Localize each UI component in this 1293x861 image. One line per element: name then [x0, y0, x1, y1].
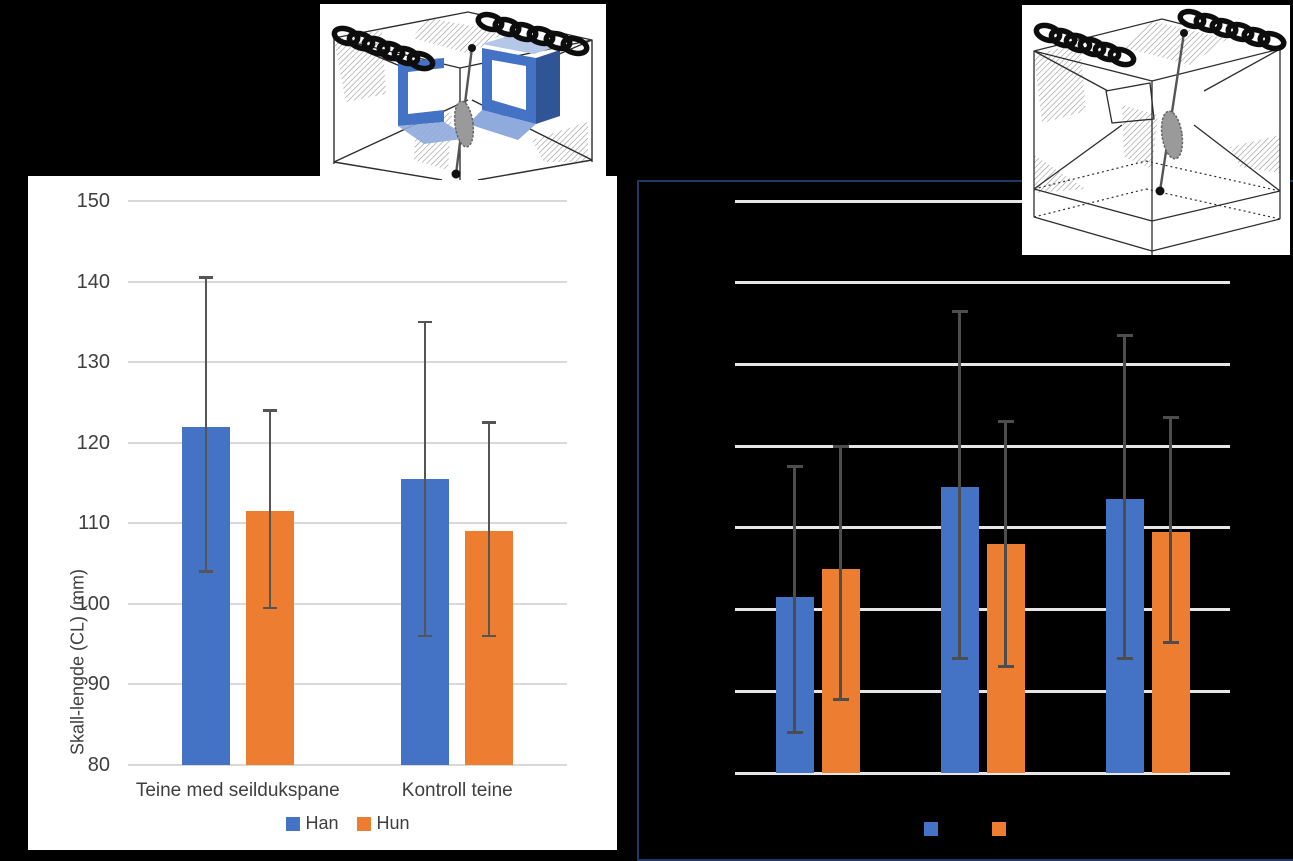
error-bar-cap	[786, 730, 803, 734]
right-chart-plot	[639, 182, 1293, 859]
error-bar-cap	[1116, 657, 1133, 661]
error-bar-cap	[997, 420, 1014, 424]
error-bar-cap	[832, 444, 849, 448]
gridline	[128, 764, 567, 766]
y-tick-label: 80	[87, 754, 110, 776]
error-bar-line	[958, 311, 961, 659]
gridline	[735, 526, 1230, 530]
error-bar-cap	[482, 421, 497, 424]
gridline	[128, 602, 567, 605]
legend-item-Han: Han	[285, 813, 339, 834]
error-bar-cap	[262, 606, 277, 610]
error-bar-cap	[786, 465, 803, 469]
error-bar-line	[204, 277, 207, 572]
error-bar-cap	[198, 276, 213, 279]
error-bar-cap	[1162, 416, 1179, 420]
y-tick-label: 140	[76, 270, 110, 293]
y-tick-label: 130	[76, 351, 110, 374]
legend-swatch	[285, 816, 300, 831]
error-bar-cap	[418, 320, 433, 324]
legend-item-unlabeled	[991, 822, 1042, 836]
left-chart-plot: 80 90 100 110 120 130 140 150 Teine med seilduks…	[28, 176, 617, 850]
legend-swatch	[991, 822, 1006, 836]
legend-swatch	[356, 816, 371, 831]
pot-with-canvas-panels-illustration	[320, 4, 606, 180]
y-tick-label: 150	[76, 190, 110, 212]
error-bar-cap	[832, 697, 849, 701]
error-bar-line	[268, 410, 271, 608]
gridline	[128, 361, 567, 364]
gridline	[735, 771, 1230, 775]
error-bar-cap	[482, 634, 497, 638]
gridline	[128, 200, 567, 202]
error-bar-cap	[1116, 334, 1133, 338]
gridline	[735, 444, 1230, 448]
error-bar-line	[424, 321, 427, 637]
error-bar-line	[839, 446, 842, 700]
right-chart-frame	[637, 180, 1293, 861]
y-tick-label: 120	[76, 431, 110, 454]
error-bar-cap	[418, 634, 433, 638]
gridline	[128, 683, 567, 686]
legend-label: Hun	[376, 813, 410, 833]
error-bar-line	[793, 466, 796, 733]
gridline	[735, 689, 1230, 693]
left-chart-panel: Skall-lengde (CL) (mm) 80 90 100 110 120 130 1…	[28, 176, 617, 850]
error-bar-cap	[198, 570, 213, 573]
gridline	[735, 199, 1230, 203]
error-bar-cap	[951, 309, 968, 313]
gridline	[735, 362, 1230, 366]
category-label: Teine med seildukspane	[135, 780, 340, 801]
gridline	[128, 522, 567, 525]
y-tick-label: 110	[78, 512, 110, 535]
legend-label: Han	[305, 813, 339, 833]
error-bar-cap	[262, 409, 277, 412]
error-bar-line	[1004, 421, 1007, 667]
error-bar-cap	[1162, 640, 1179, 644]
error-bar-line	[1169, 417, 1172, 643]
error-bar-line	[1123, 335, 1126, 659]
error-bar-cap	[951, 657, 968, 661]
y-tick-label: 100	[76, 592, 110, 615]
control-pot-illustration	[1022, 5, 1290, 255]
legend-item-Hun: Hun	[356, 813, 410, 834]
y-tick-label: 90	[87, 673, 110, 696]
error-bar-line	[488, 422, 491, 637]
gridline	[128, 280, 567, 283]
legend: Han Hun	[285, 813, 410, 834]
category-label: Kontroll teine	[401, 780, 513, 801]
legend	[923, 822, 1042, 836]
legend-item-unlabeled	[923, 822, 974, 836]
gridline	[735, 281, 1230, 285]
legend-swatch	[923, 822, 938, 836]
gridline	[128, 441, 567, 444]
gridline	[735, 608, 1230, 612]
error-bar-cap	[997, 665, 1014, 669]
